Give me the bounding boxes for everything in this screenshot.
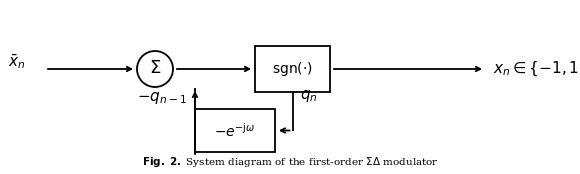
Text: $\bf{Fig.\ 2.}$ System diagram of the first-order $\Sigma\Delta$ modulator: $\bf{Fig.\ 2.}$ System diagram of the fi… — [142, 155, 438, 169]
Text: $\Sigma$: $\Sigma$ — [149, 59, 161, 77]
Text: $x_n \in \{-1, 1\}$: $x_n \in \{-1, 1\}$ — [493, 60, 580, 78]
Text: $q_n$: $q_n$ — [300, 88, 318, 104]
Text: $\bar{x}_n$: $\bar{x}_n$ — [8, 53, 26, 71]
Bar — [195, 109, 275, 152]
Text: $\mathrm{sgn}(\cdot)$: $\mathrm{sgn}(\cdot)$ — [272, 60, 313, 78]
Text: $-e^{-\mathrm{j}\omega}$: $-e^{-\mathrm{j}\omega}$ — [214, 122, 256, 139]
Text: $-q_{n-1}$: $-q_{n-1}$ — [137, 90, 187, 106]
Bar — [255, 46, 330, 92]
